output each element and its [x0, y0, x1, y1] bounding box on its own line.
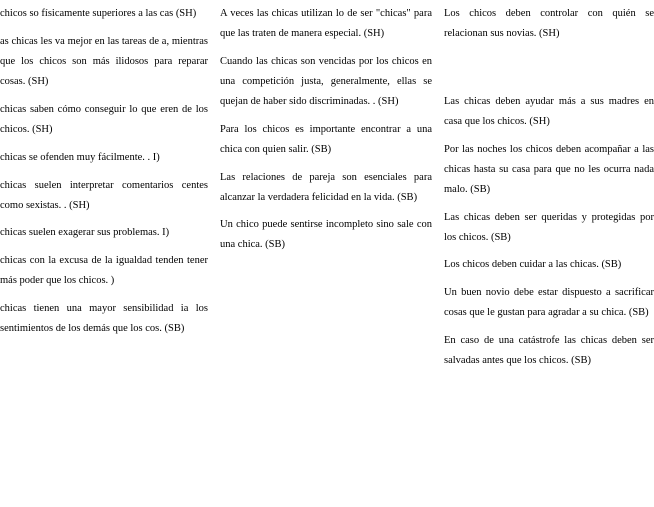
cell: chicos so físicamente superiores a las c…	[0, 4, 208, 24]
cell: chicas saben cómo conseguir lo que eren …	[0, 100, 208, 140]
cell: chicas se ofenden muy fácilmente. . I)	[0, 148, 208, 168]
column-1: chicos so físicamente superiores a las c…	[0, 4, 208, 379]
cell: Las chicas deben ayudar más a sus madres…	[444, 92, 654, 132]
cell: A veces las chicas utilizan lo de ser "c…	[220, 4, 432, 44]
cell: chicas suelen interpretar comentarios ce…	[0, 176, 208, 216]
cell: En caso de una catástrofe las chicas deb…	[444, 331, 654, 371]
cell: Por las noches los chicos deben acompaña…	[444, 140, 654, 200]
cell: chicas con la excusa de la igualdad tend…	[0, 251, 208, 291]
cell: Para los chicos es importante encontrar …	[220, 120, 432, 160]
column-3: Los chicos deben controlar con quién se …	[444, 4, 654, 379]
cell: Cuando las chicas son vencidas por los c…	[220, 52, 432, 112]
three-column-table: chicos so físicamente superiores a las c…	[0, 4, 650, 379]
cell: chicas suelen exagerar sus problemas. I)	[0, 223, 208, 243]
cell: as chicas les va mejor en las tareas de …	[0, 32, 208, 92]
column-2: A veces las chicas utilizan lo de ser "c…	[220, 4, 432, 379]
empty-cell	[444, 52, 654, 84]
cell: Las relaciones de pareja son esenciales …	[220, 168, 432, 208]
cell: Un chico puede sentirse incompleto sino …	[220, 215, 432, 255]
cell: Los chicos deben controlar con quién se …	[444, 4, 654, 44]
cell: Las chicas deben ser queridas y protegid…	[444, 208, 654, 248]
cell: chicas tienen una mayor sensibilidad ia …	[0, 299, 208, 339]
cell: Los chicos deben cuidar a las chicas. (S…	[444, 255, 654, 275]
cell: Un buen novio debe estar dispuesto a sac…	[444, 283, 654, 323]
